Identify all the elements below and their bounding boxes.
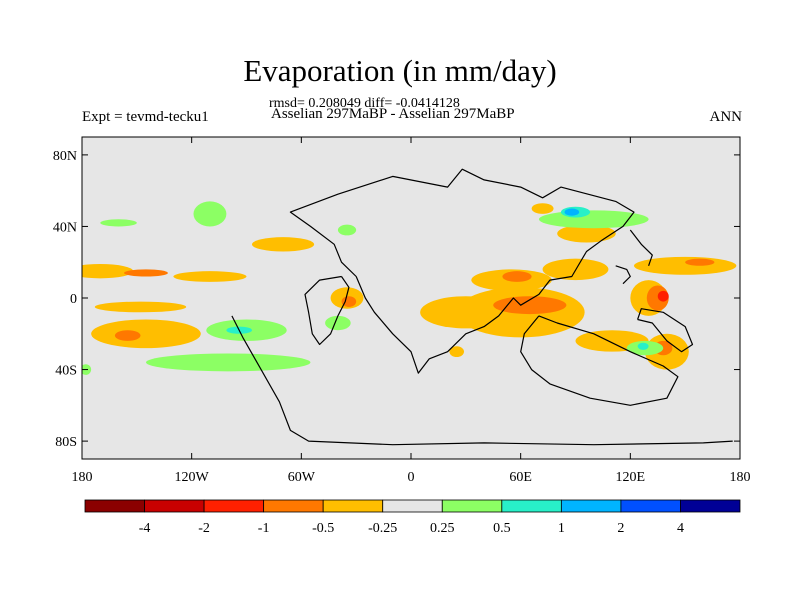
- colorbar-swatch: [501, 499, 562, 513]
- anomaly-field: [82, 201, 737, 375]
- coastline: [520, 315, 679, 406]
- colorbar-swatch: [441, 499, 503, 513]
- anomaly-region: [337, 224, 357, 236]
- anomaly-region: [124, 269, 168, 277]
- x-tick-label: 120E: [616, 470, 646, 485]
- coastline: [304, 275, 350, 346]
- x-tick-label: 120W: [175, 470, 210, 485]
- anomaly-region: [82, 264, 134, 279]
- anomaly-region: [637, 342, 649, 350]
- y-tick-label: 0: [70, 292, 77, 307]
- coastline: [615, 265, 631, 285]
- coastline: [231, 315, 733, 446]
- colorbar-swatch: [560, 499, 622, 513]
- y-axis: 80N 40N 0 40S 80S: [53, 149, 740, 450]
- comparison-label: Asselian 297MaBP - Asselian 297MaBP: [271, 106, 515, 122]
- season-label: ANN: [709, 109, 743, 125]
- colorbar-swatch: [680, 499, 741, 513]
- colorbar-swatch: [620, 499, 681, 513]
- anomaly-region: [94, 301, 187, 313]
- x-axis: 180 120W 60W 0 60E 120E 180: [72, 137, 751, 485]
- anomaly-region: [449, 346, 465, 358]
- anomaly-region: [657, 290, 669, 302]
- y-tick-label: 40N: [53, 220, 77, 235]
- anomaly-region: [173, 271, 247, 282]
- stats-subtitle: rmsd= 0.208049 diff= -0.0414128: [269, 96, 460, 111]
- colorbar-swatch: [203, 499, 265, 513]
- anomaly-region: [557, 224, 616, 243]
- anomaly-region: [91, 319, 201, 349]
- anomaly-region: [145, 353, 311, 372]
- x-tick-label: 180: [72, 470, 93, 485]
- chart-title: Evaporation (in mm/day): [243, 53, 557, 88]
- colorbar-label: -0.25: [368, 521, 397, 536]
- anomaly-region: [633, 256, 737, 275]
- anomaly-region: [502, 271, 532, 282]
- colorbar-swatch: [263, 499, 324, 513]
- anomaly-region: [325, 315, 351, 331]
- x-tick-label: 180: [730, 470, 751, 485]
- colorbar-label: -0.5: [312, 521, 334, 536]
- anomaly-region: [100, 219, 137, 227]
- anomaly-region: [341, 296, 357, 307]
- coastline: [629, 229, 653, 266]
- colorbar-label: -4: [139, 521, 151, 536]
- anomaly-region: [193, 201, 227, 227]
- colorbar-label: 1: [558, 521, 565, 536]
- anomaly-region: [531, 203, 554, 214]
- anomaly-region: [493, 296, 567, 315]
- x-tick-label: 60E: [509, 470, 532, 485]
- y-tick-label: 80S: [55, 435, 77, 450]
- anomaly-region: [251, 237, 315, 252]
- coastline: [289, 168, 635, 374]
- colorbar-label: -2: [198, 521, 210, 536]
- anomaly-region: [114, 330, 141, 341]
- colorbar: -4 -2 -1 -0.5 -0.25 0.25 0.5 1 2 4: [84, 499, 741, 536]
- coastline: [637, 308, 694, 353]
- colorbar-swatch: [322, 499, 384, 513]
- experiment-label: Expt = tevmd-tecku1: [82, 109, 209, 125]
- colorbar-swatch: [382, 499, 443, 513]
- colorbar-swatch: [84, 499, 145, 513]
- anomaly-region: [538, 210, 649, 229]
- colorbar-label: 4: [677, 521, 684, 536]
- anomaly-region: [685, 258, 715, 266]
- x-tick-label: 0: [408, 470, 415, 485]
- colorbar-label: 0.5: [493, 521, 511, 536]
- colorbar-label: 2: [617, 521, 624, 536]
- anomaly-region: [564, 208, 580, 216]
- x-tick-label: 60W: [288, 470, 316, 485]
- y-tick-label: 80N: [53, 149, 77, 164]
- coastlines: [231, 168, 733, 446]
- y-tick-label: 40S: [55, 364, 77, 379]
- colorbar-swatch: [144, 499, 205, 513]
- colorbar-label: -1: [258, 521, 270, 536]
- colorbar-label: 0.25: [430, 521, 455, 536]
